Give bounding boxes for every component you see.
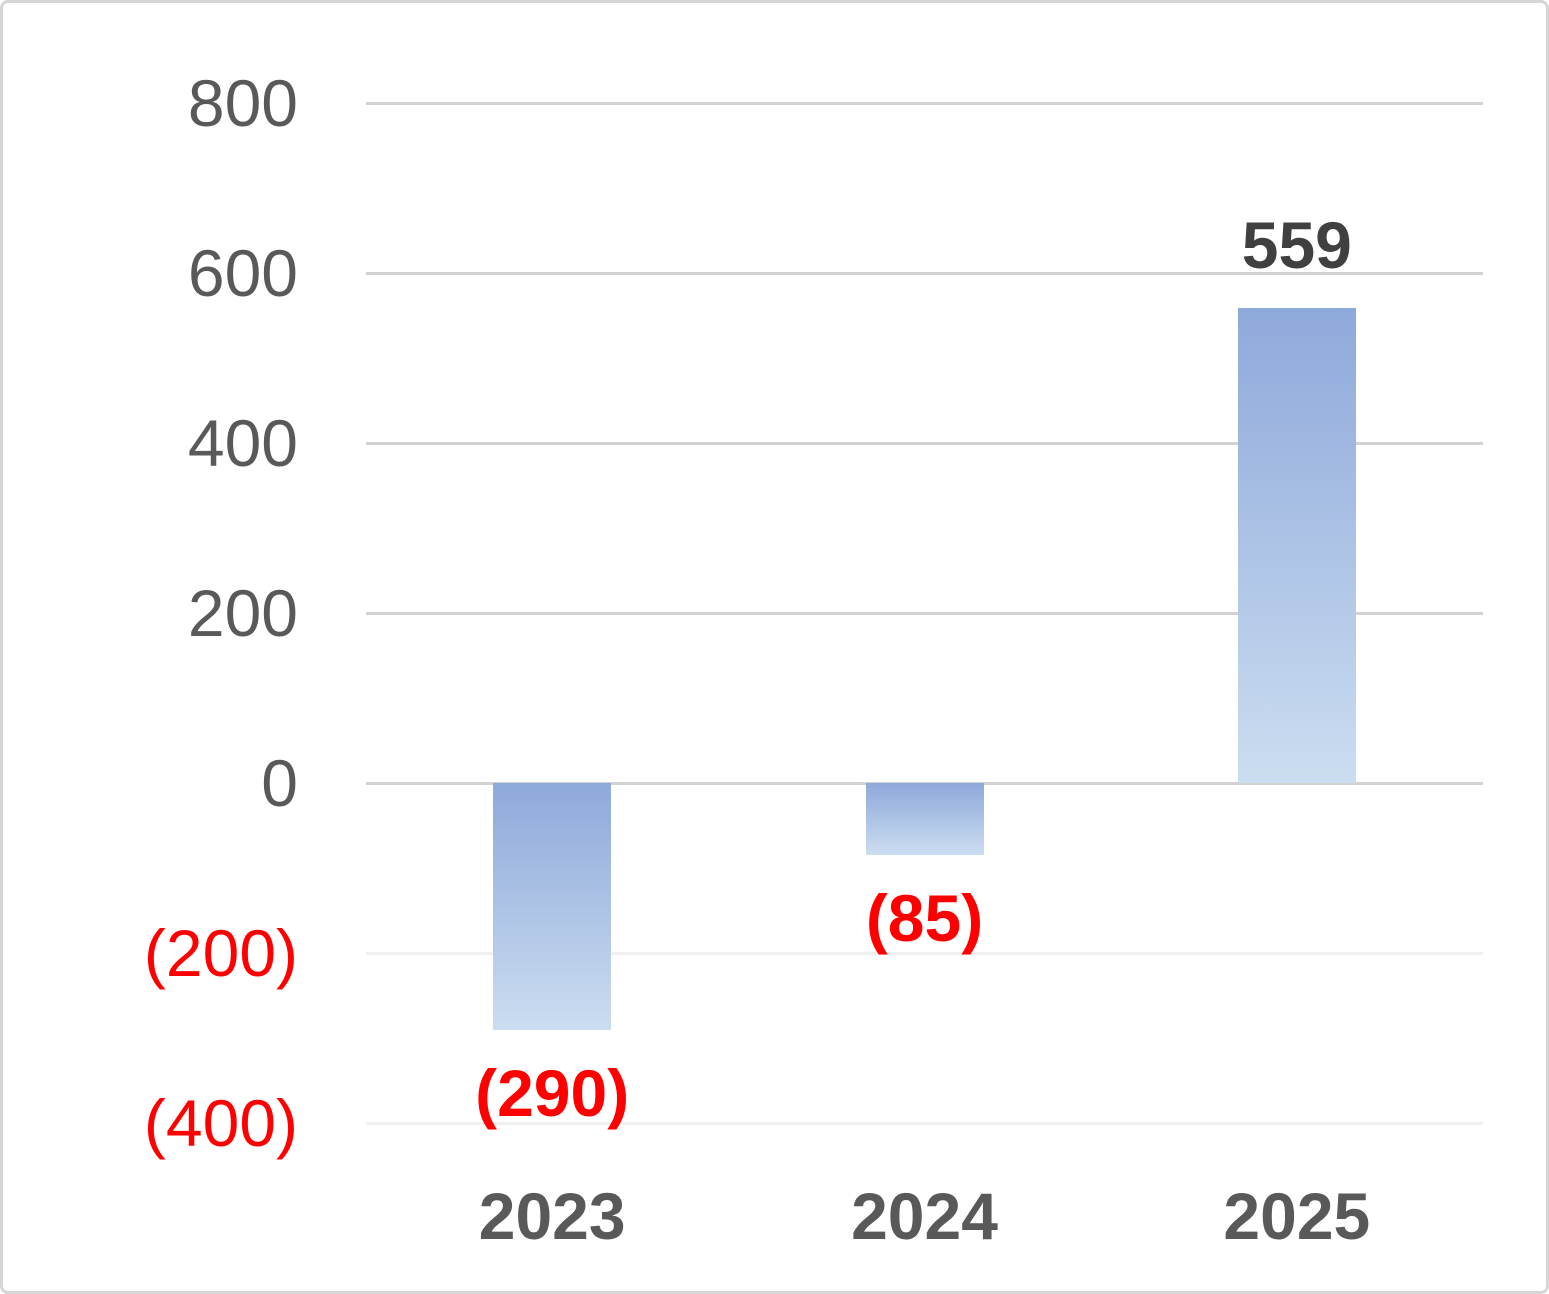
plot-area: 800 600 400 200 0 (200) (400) (290) 2023 (85) 2024…	[3, 3, 1546, 1291]
y-axis-tick-label: 0	[261, 746, 298, 820]
gridline	[366, 271, 1483, 275]
y-axis-tick-label: 400	[187, 406, 298, 480]
y-axis-tick-label: 800	[187, 66, 298, 140]
y-axis-tick-label: (200)	[143, 916, 298, 990]
data-label-2025: 559	[1241, 207, 1352, 282]
y-axis-tick-label: 200	[187, 576, 298, 650]
y-axis-tick-label: (400)	[143, 1086, 298, 1160]
gridline	[366, 1121, 1483, 1125]
x-axis-label-2023: 2023	[478, 1179, 626, 1253]
gridline	[366, 101, 1483, 105]
x-axis-label-2025: 2025	[1223, 1179, 1371, 1253]
gridline	[366, 951, 1483, 955]
bar-2024	[865, 783, 984, 856]
y-axis-tick-label: 600	[187, 236, 298, 310]
gridline	[366, 441, 1483, 445]
bar-2023	[493, 783, 612, 1030]
gridline	[366, 611, 1483, 615]
data-label-2023: (290)	[475, 1055, 630, 1130]
x-axis-label-2024: 2024	[851, 1179, 998, 1253]
bar-2025	[1237, 307, 1356, 783]
data-label-2024: (85)	[865, 881, 984, 956]
